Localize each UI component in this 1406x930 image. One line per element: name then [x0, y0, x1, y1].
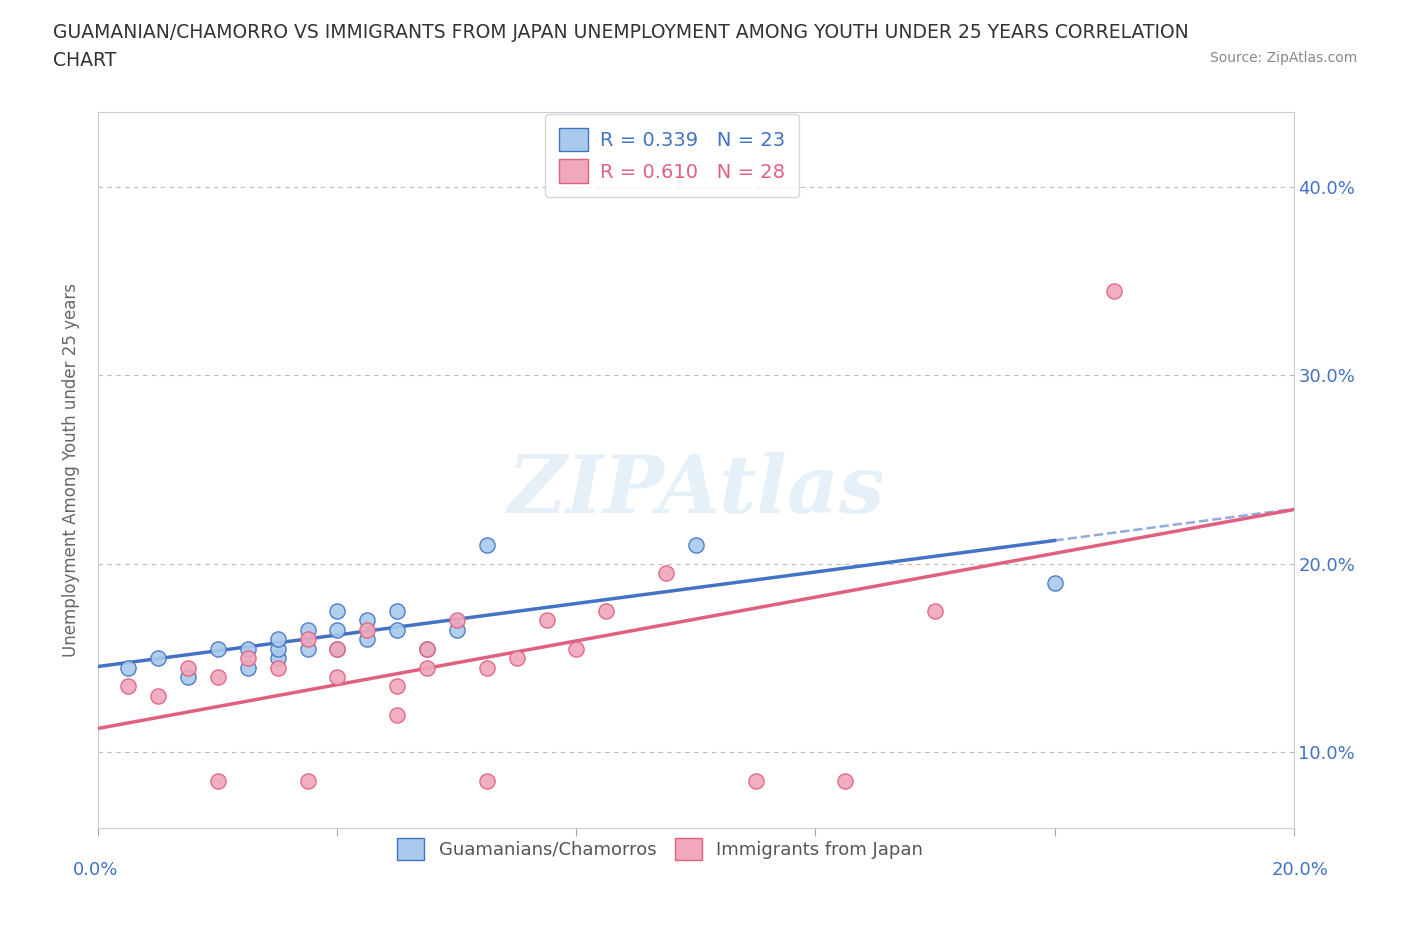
Point — [595, 604, 617, 618]
Point — [356, 613, 378, 628]
Text: ZIPAtlas: ZIPAtlas — [508, 452, 884, 530]
Point — [385, 622, 409, 637]
Point — [326, 642, 349, 657]
Point — [416, 642, 439, 657]
Point — [446, 613, 468, 628]
Point — [148, 688, 170, 703]
Point — [475, 773, 498, 788]
Point — [267, 660, 290, 675]
Point — [385, 707, 409, 722]
Point — [177, 670, 200, 684]
Point — [416, 660, 439, 675]
Point — [356, 631, 378, 646]
Point — [565, 642, 588, 657]
Y-axis label: Unemployment Among Youth under 25 years: Unemployment Among Youth under 25 years — [62, 283, 80, 657]
Point — [506, 651, 529, 666]
Point — [655, 565, 678, 580]
Text: Source: ZipAtlas.com: Source: ZipAtlas.com — [1209, 51, 1357, 65]
Point — [446, 622, 468, 637]
Point — [326, 642, 349, 657]
Text: CHART: CHART — [53, 51, 117, 70]
Point — [236, 642, 259, 657]
Point — [1043, 576, 1066, 591]
Point — [416, 642, 439, 657]
Point — [236, 660, 259, 675]
Point — [326, 604, 349, 618]
Point — [385, 679, 409, 694]
Legend: Guamanians/Chamorros, Immigrants from Japan: Guamanians/Chamorros, Immigrants from Ja… — [388, 829, 932, 869]
Point — [1104, 284, 1126, 299]
Point — [236, 651, 259, 666]
Point — [475, 538, 498, 552]
Point — [326, 670, 349, 684]
Point — [267, 651, 290, 666]
Point — [177, 660, 200, 675]
Point — [924, 604, 946, 618]
Point — [536, 613, 558, 628]
Point — [297, 642, 319, 657]
Point — [356, 622, 378, 637]
Point — [326, 622, 349, 637]
Text: 20.0%: 20.0% — [1272, 860, 1329, 879]
Point — [475, 660, 498, 675]
Point — [207, 670, 229, 684]
Point — [297, 631, 319, 646]
Point — [297, 773, 319, 788]
Point — [267, 642, 290, 657]
Point — [297, 622, 319, 637]
Point — [267, 631, 290, 646]
Text: 0.0%: 0.0% — [73, 860, 118, 879]
Point — [685, 538, 707, 552]
Point — [117, 679, 139, 694]
Text: GUAMANIAN/CHAMORRO VS IMMIGRANTS FROM JAPAN UNEMPLOYMENT AMONG YOUTH UNDER 25 YE: GUAMANIAN/CHAMORRO VS IMMIGRANTS FROM JA… — [53, 23, 1189, 42]
Point — [148, 651, 170, 666]
Point — [745, 773, 768, 788]
Point — [207, 773, 229, 788]
Point — [385, 604, 409, 618]
Point — [834, 773, 856, 788]
Point — [207, 642, 229, 657]
Point — [117, 660, 139, 675]
